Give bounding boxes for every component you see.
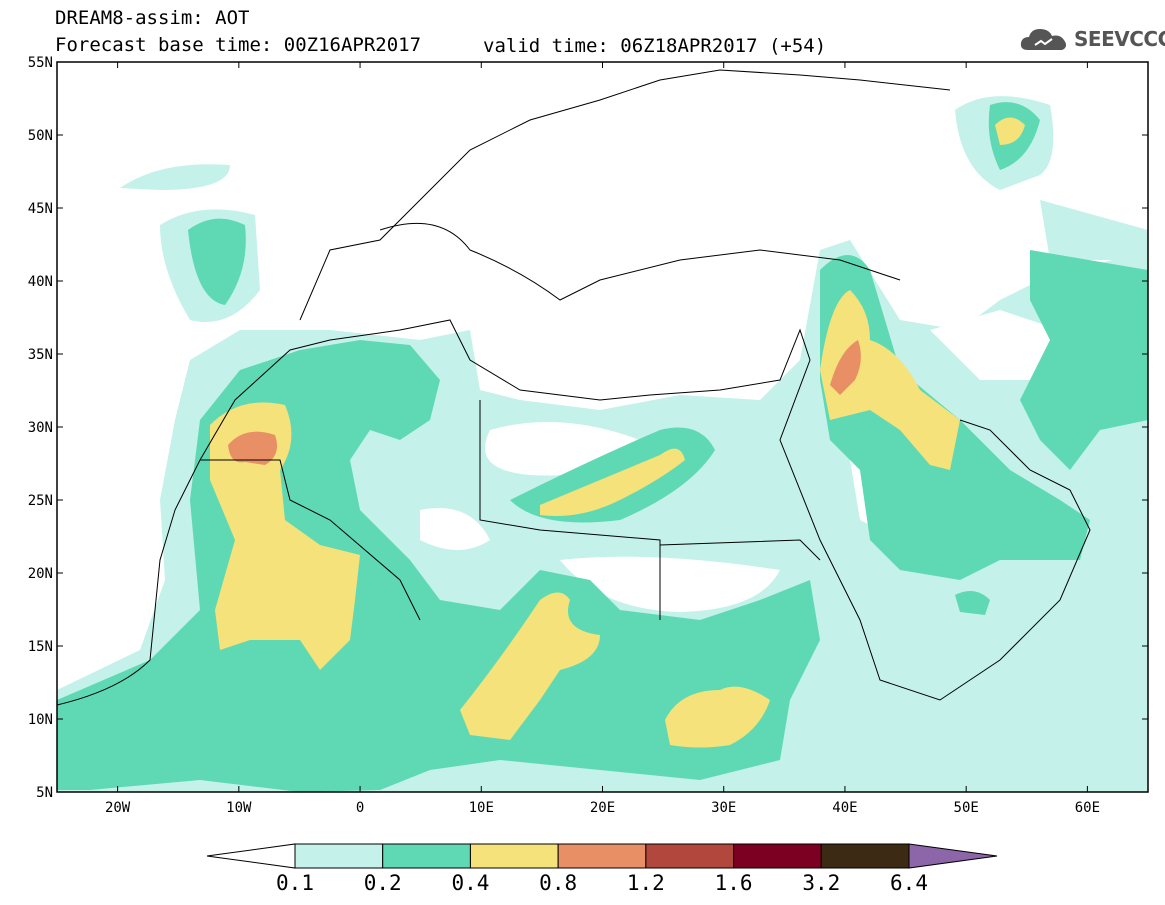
colorbar-box xyxy=(294,843,384,869)
colorbar-box xyxy=(645,843,735,869)
colorbar-lower-extend xyxy=(206,843,296,869)
coastlines xyxy=(57,69,1091,706)
colorbar-box xyxy=(557,843,647,869)
model-title: DREAM8-assim: AOT xyxy=(55,7,250,29)
lat-label: 35N xyxy=(28,347,53,363)
colorbar-label: 0.8 xyxy=(539,871,577,895)
longitude-axis: 20W 10W 0 10E 20E 30E 40E 50E 60E xyxy=(105,62,1100,816)
colorbar-box xyxy=(820,843,910,869)
aot-level-0.4 xyxy=(210,117,1025,748)
colorbar-upper-extend xyxy=(908,843,998,869)
cloud-icon xyxy=(1020,29,1067,50)
colorbar-box xyxy=(382,843,471,869)
latitude-axis: 55N 50N 45N 40N 35N 30N 25N 20N 15N 10N 5N xyxy=(28,55,1148,801)
lat-label: 40N xyxy=(28,274,53,290)
base-time: Forecast base time: 00Z16APR2017 xyxy=(55,34,422,56)
lon-label: 30E xyxy=(711,800,736,816)
lat-label: 25N xyxy=(28,493,53,509)
aot-level-0.8 xyxy=(228,340,861,465)
lat-label: 50N xyxy=(28,128,53,144)
aot-field xyxy=(57,96,1148,792)
lon-label: 20W xyxy=(105,800,131,816)
lat-label: 10N xyxy=(28,712,53,728)
colorbar-label: 0.1 xyxy=(276,871,314,895)
lat-label: 15N xyxy=(28,639,53,655)
colorbar-label: 0.4 xyxy=(451,871,489,895)
colorbar-label: 3.2 xyxy=(802,871,840,895)
lat-label: 55N xyxy=(28,55,53,71)
lat-label: 30N xyxy=(28,420,53,436)
lon-label: 50E xyxy=(954,800,979,816)
lon-label: 0 xyxy=(356,800,364,816)
colorbar-label: 6.4 xyxy=(890,871,928,895)
seevccc-logo: SEEVCCC xyxy=(1018,22,1165,56)
colorbar: 0.1 0.2 0.4 0.8 1.2 1.6 3.2 6.4 xyxy=(206,843,998,895)
colorbar-label: 1.2 xyxy=(627,871,665,895)
lat-label: 20N xyxy=(28,566,53,582)
colorbar-label: 0.2 xyxy=(364,871,402,895)
colorbar-box xyxy=(469,843,559,869)
lat-label: 45N xyxy=(28,201,53,217)
colorbar-box xyxy=(733,843,822,869)
lon-label: 10W xyxy=(226,800,252,816)
logo-text: SEEVCCC xyxy=(1074,27,1165,51)
lat-label: 5N xyxy=(36,785,53,801)
lon-label: 10E xyxy=(469,800,494,816)
lon-label: 40E xyxy=(832,800,857,816)
lon-label: 60E xyxy=(1075,800,1100,816)
valid-time: valid time: 06Z18APR2017 (+54) xyxy=(483,35,827,57)
colorbar-label: 1.6 xyxy=(715,871,753,895)
lon-label: 20E xyxy=(590,800,615,816)
